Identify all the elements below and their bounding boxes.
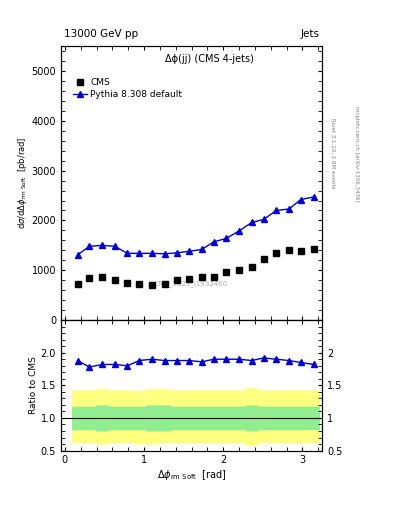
Pythia 8.308 default — [250, 219, 254, 225]
Pythia 8.308 default — [187, 248, 191, 254]
Pythia 8.308 default — [200, 246, 204, 252]
CMS — [112, 277, 117, 283]
CMS — [286, 247, 291, 253]
Y-axis label: d$\sigma$/d$\Delta\phi_{\rm rm\ Soft}$  [pb/rad]: d$\sigma$/d$\Delta\phi_{\rm rm\ Soft}$ [… — [16, 137, 29, 229]
CMS — [137, 281, 141, 287]
CMS — [125, 280, 130, 286]
Pythia 8.308 default — [174, 250, 179, 256]
Pythia 8.308 default — [211, 239, 216, 245]
CMS — [100, 274, 105, 280]
CMS — [150, 282, 154, 288]
CMS — [187, 275, 191, 282]
Text: 13000 GeV pp: 13000 GeV pp — [64, 29, 138, 39]
Pythia 8.308 default — [87, 243, 92, 249]
CMS — [174, 277, 179, 283]
Pythia 8.308 default — [137, 250, 141, 257]
Pythia 8.308 default — [112, 243, 117, 249]
CMS — [261, 256, 266, 262]
Line: CMS: CMS — [75, 247, 316, 288]
Text: Δϕ(jj) (CMS 4-jets): Δϕ(jj) (CMS 4-jets) — [165, 54, 254, 65]
CMS — [200, 274, 204, 280]
Pythia 8.308 default — [75, 252, 80, 258]
X-axis label: $\Delta\phi_{\rm rm\ Soft}$  [rad]: $\Delta\phi_{\rm rm\ Soft}$ [rad] — [157, 468, 226, 482]
Text: CMS_2021_I1932460: CMS_2021_I1932460 — [155, 281, 228, 287]
Legend: CMS, Pythia 8.308 default: CMS, Pythia 8.308 default — [73, 78, 182, 99]
Text: Jets: Jets — [301, 29, 320, 39]
CMS — [211, 274, 216, 280]
Pythia 8.308 default — [224, 236, 229, 242]
Pythia 8.308 default — [125, 250, 130, 257]
Pythia 8.308 default — [237, 228, 241, 234]
Pythia 8.308 default — [274, 207, 279, 214]
Pythia 8.308 default — [100, 242, 105, 248]
Pythia 8.308 default — [286, 206, 291, 212]
Pythia 8.308 default — [261, 217, 266, 223]
CMS — [162, 281, 167, 287]
Text: Rivet 3.1.10, 2.8M events: Rivet 3.1.10, 2.8M events — [330, 118, 335, 189]
CMS — [299, 248, 303, 254]
CMS — [237, 267, 241, 273]
Pythia 8.308 default — [162, 251, 167, 257]
Text: mcplots.cern.ch [arXiv:1306.3436]: mcplots.cern.ch [arXiv:1306.3436] — [354, 106, 359, 201]
Line: Pythia 8.308 default: Pythia 8.308 default — [75, 194, 316, 258]
Pythia 8.308 default — [150, 250, 154, 257]
Y-axis label: Ratio to CMS: Ratio to CMS — [29, 356, 38, 414]
CMS — [75, 281, 80, 287]
CMS — [224, 269, 229, 275]
CMS — [250, 264, 254, 270]
Pythia 8.308 default — [311, 194, 316, 200]
Pythia 8.308 default — [299, 197, 303, 203]
CMS — [87, 275, 92, 281]
CMS — [311, 246, 316, 252]
CMS — [274, 250, 279, 256]
